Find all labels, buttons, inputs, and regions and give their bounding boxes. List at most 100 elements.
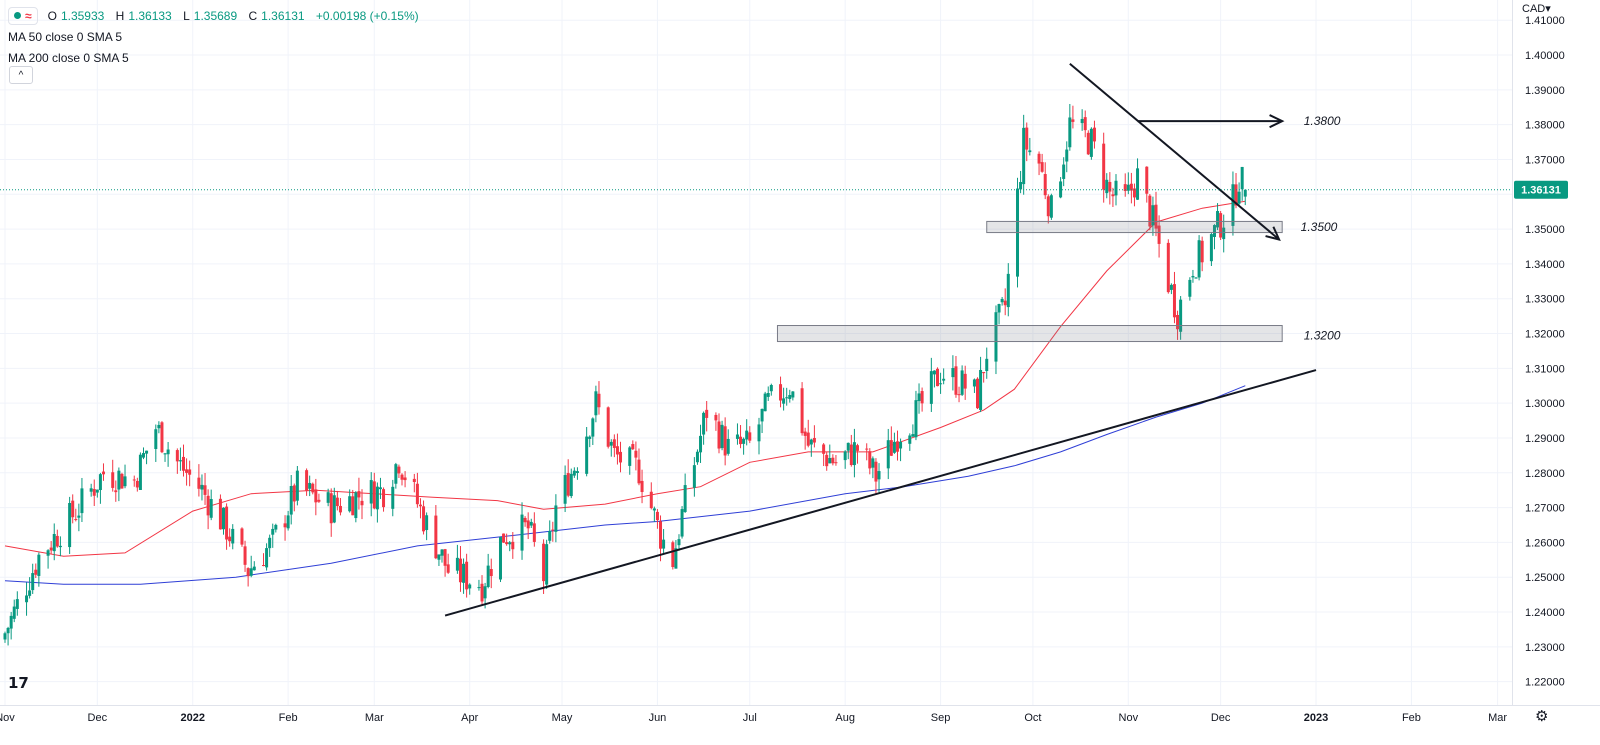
ma50-legend[interactable]: MA 50 close 0 SMA 5 (8, 29, 123, 44)
candle-body (1132, 188, 1136, 198)
candle-body (997, 304, 1001, 313)
close-value: 1.36131 (261, 8, 305, 23)
ma200-legend[interactable]: MA 200 close 0 SMA 5 (8, 50, 129, 65)
candle-body (262, 565, 266, 567)
candle-body (317, 499, 321, 502)
candle-body (920, 391, 924, 404)
candle-body (477, 587, 481, 589)
candle-body (1040, 162, 1044, 172)
candle-body (634, 450, 638, 458)
candle-body (1111, 194, 1115, 197)
candle-body (12, 606, 16, 619)
candle-body (1071, 119, 1075, 122)
candle-body (886, 440, 890, 469)
candle-body (745, 430, 749, 440)
candle-body (917, 393, 921, 402)
candle-body (609, 441, 613, 446)
candle-body (71, 500, 75, 518)
tradingview-logo-icon[interactable]: 17 (8, 674, 29, 692)
candle-body (132, 479, 136, 481)
change-value: +0.00198 (+0.15%) (315, 8, 419, 23)
candle-body (292, 485, 296, 502)
candle-body (1200, 240, 1204, 263)
candle-body (1176, 314, 1180, 330)
candle-body (289, 486, 293, 515)
candle-body (422, 506, 426, 532)
candle-body (502, 533, 506, 543)
candle-body (101, 471, 105, 475)
candle-body (154, 429, 158, 450)
candle-body (31, 573, 35, 591)
candle-body (468, 584, 472, 589)
y-tick-label: 1.25000 (1525, 572, 1565, 584)
candle-body (185, 469, 189, 473)
high-label: H (115, 8, 125, 23)
candle-body (123, 476, 127, 487)
candle-body (92, 489, 96, 496)
candle-body (766, 393, 770, 397)
candle-body (95, 489, 99, 493)
candle-body (252, 566, 256, 571)
arrow-head (1265, 226, 1281, 242)
candle-body (806, 432, 810, 446)
candle-body (723, 426, 727, 456)
currency-selector[interactable]: CAD▾ (1522, 2, 1551, 15)
candle-body (135, 480, 139, 488)
candle-body (1240, 166, 1244, 190)
candle-body (360, 500, 364, 506)
candle-body (308, 482, 312, 489)
low-value: 1.35689 (193, 8, 238, 23)
candle-body (1028, 150, 1032, 153)
candle-body (1022, 127, 1026, 185)
candle-body (739, 436, 743, 445)
candle-body (1000, 298, 1004, 303)
candle-body (822, 444, 826, 454)
candle-body (714, 414, 718, 421)
candle-body (985, 358, 989, 372)
candle-body (597, 393, 601, 408)
y-tick-label: 1.33000 (1525, 294, 1565, 306)
candle-body (15, 599, 19, 609)
candle-body (889, 440, 893, 456)
candle-body (240, 528, 244, 545)
candle-body (566, 473, 570, 496)
candle-body (1209, 234, 1213, 262)
candle-body (375, 486, 379, 510)
candle-body (726, 438, 730, 454)
candle-body (120, 473, 124, 489)
y-tick-label: 1.41000 (1525, 15, 1565, 27)
candle-body (895, 441, 899, 452)
candle-body (197, 477, 201, 489)
gear-icon[interactable]: ⚙ (1535, 708, 1549, 725)
candle-body (394, 464, 398, 484)
collapse-legend-button[interactable]: ^ (9, 66, 33, 84)
candle-body (520, 514, 524, 551)
candle-body (957, 394, 961, 396)
drawings: 1.3800 1.3500 1.3200 (0, 62, 1512, 617)
candle-body (1068, 117, 1072, 148)
candle-body (160, 422, 164, 453)
candle-body (1083, 117, 1087, 131)
chevron-up-icon: ^ (18, 69, 24, 81)
candle-body (1059, 181, 1063, 198)
candle-body (1219, 213, 1223, 238)
x-tick-label: Dec (88, 712, 108, 724)
support-zone (986, 220, 1283, 234)
arrow-line (1069, 62, 1280, 241)
candle-body (831, 457, 835, 464)
open-label: O (47, 8, 57, 23)
candle-body (37, 554, 41, 576)
candle-body (572, 470, 576, 476)
candle-body (412, 478, 416, 483)
close-label: C (248, 8, 258, 23)
x-tick-label: May (552, 712, 573, 724)
candle-body (976, 378, 980, 409)
symbol-visibility-toggle[interactable]: ≈ (8, 6, 38, 25)
candle-body (1003, 300, 1007, 306)
support-zone (776, 325, 1283, 343)
candle-body (800, 388, 804, 434)
candle-body (1025, 127, 1029, 150)
candle-body (868, 451, 872, 469)
